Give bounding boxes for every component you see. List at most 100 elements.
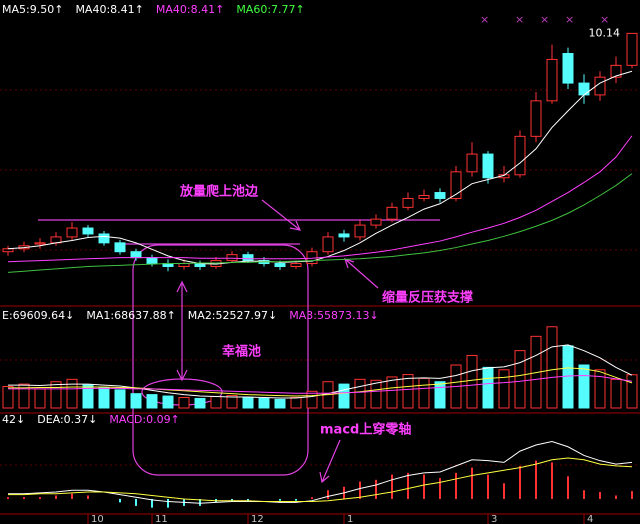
- volume-bar: [66, 378, 78, 409]
- volume-bar: [34, 388, 46, 409]
- candle-body: [130, 251, 142, 259]
- legend-entry: MA40:8.41↑: [75, 3, 143, 16]
- volume-bar: [162, 395, 174, 409]
- volume-bar: [306, 390, 318, 409]
- candle-body: [274, 263, 286, 267]
- svg-text:×: ×: [480, 13, 489, 26]
- x-tick-label: 10: [91, 514, 104, 524]
- candle-body: [578, 82, 590, 96]
- legend-entry: MACD:0.09↑: [109, 413, 179, 426]
- volume-bar: [194, 397, 206, 409]
- peak-label: 10.14: [589, 26, 621, 39]
- candle-body: [82, 227, 94, 235]
- candle-body: [66, 227, 78, 238]
- line: [7, 135, 633, 263]
- volume-bar: [2, 386, 14, 409]
- svg-text:×: ×: [515, 13, 524, 26]
- annotation: 缩量反压获支撑: [382, 290, 473, 306]
- volume-bar: [130, 393, 142, 409]
- volume-bar: [610, 378, 622, 409]
- line: [8, 457, 633, 503]
- volume-bar: [290, 396, 302, 409]
- annotation: macd上穿零轴: [320, 422, 411, 438]
- volume-bar: [210, 396, 222, 409]
- line: [7, 173, 633, 273]
- svg-text:×: ×: [565, 13, 574, 26]
- volume-bar: [146, 394, 158, 409]
- marker-row: × × × × ×: [480, 13, 609, 26]
- legend-entry: MA3:55873.13↓: [289, 309, 378, 322]
- volume-bar: [114, 389, 126, 409]
- candle-body: [146, 257, 158, 265]
- volume-bar: [626, 374, 638, 409]
- legend-entry: E:69609.64↓: [2, 309, 74, 322]
- volume-bar: [242, 396, 254, 409]
- line: [8, 375, 633, 394]
- candle-body: [386, 206, 398, 220]
- volume-bar: [18, 383, 30, 409]
- volume-bar: [178, 396, 190, 409]
- x-tick-label: 11: [155, 514, 168, 524]
- candle-body: [626, 32, 638, 66]
- candle-body: [290, 263, 302, 267]
- legend-entry: MA40:8.41↑: [156, 3, 224, 16]
- legend-entry: 42↓: [2, 413, 25, 426]
- legend-entry: MA5:9.50↑: [2, 3, 63, 16]
- legend-entry: MA2:52527.97↓: [188, 309, 277, 322]
- candle-body: [594, 76, 606, 96]
- x-tick-label: 3: [491, 514, 497, 524]
- volume-bar: [338, 383, 350, 409]
- candle-body: [242, 254, 254, 262]
- svg-text:×: ×: [600, 13, 609, 26]
- volume-bar: [594, 369, 606, 409]
- volume-bar: [82, 384, 94, 409]
- annotation: 放量爬上池边: [179, 184, 259, 200]
- x-tick-label: 1: [347, 514, 353, 524]
- line: [8, 367, 633, 397]
- volume-bar: [402, 374, 414, 409]
- candle-body: [514, 135, 526, 176]
- candle-body: [322, 236, 334, 253]
- volume-bar: [98, 387, 110, 409]
- candle-body: [434, 192, 446, 199]
- volume-bar: [258, 397, 270, 409]
- volume-bar: [418, 377, 430, 409]
- volume-bar: [562, 345, 574, 409]
- legend-entry: DEA:0.37↓: [37, 413, 97, 426]
- volume-bar: [514, 350, 526, 409]
- candle-body: [418, 195, 430, 199]
- legend-entry: MA1:68637.88↑: [86, 309, 175, 322]
- x-tick-label: 12: [251, 514, 264, 524]
- candle-body: [450, 171, 462, 199]
- volume-bar: [226, 395, 238, 409]
- svg-text:×: ×: [540, 13, 549, 26]
- candle-body: [98, 233, 110, 244]
- legend-entry: MA60:7.77↑: [236, 3, 304, 16]
- volume-bar: [370, 379, 382, 409]
- annotation: 幸福池: [222, 344, 261, 360]
- candle-body: [338, 233, 350, 238]
- volume-bar: [482, 366, 494, 409]
- line: [8, 441, 633, 504]
- candle-body: [34, 242, 46, 245]
- grid: [0, 89, 640, 466]
- x-tick-label: 4: [587, 514, 593, 524]
- volume-bar: [50, 381, 62, 409]
- candle-body: [530, 100, 542, 137]
- volume-bar: [386, 376, 398, 409]
- volume-bar: [274, 398, 286, 409]
- volume-bar: [498, 369, 510, 409]
- volume-bar: [354, 378, 366, 409]
- volume-bar: [466, 354, 478, 409]
- volume-bar: [434, 381, 446, 409]
- line: [7, 70, 633, 265]
- candle-body: [2, 248, 14, 253]
- candle-body: [610, 64, 622, 78]
- candle-body: [226, 254, 238, 262]
- candle-body: [546, 58, 558, 102]
- volume-bar: [546, 326, 558, 409]
- volume-bar: [578, 364, 590, 409]
- candle-body: [114, 242, 126, 253]
